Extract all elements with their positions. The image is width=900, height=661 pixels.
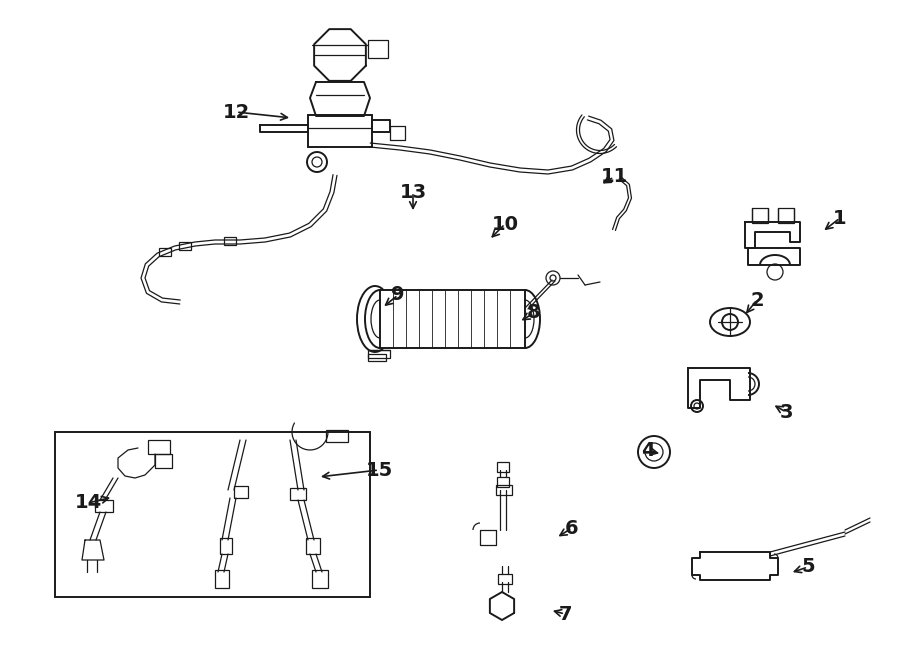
Bar <box>752 208 768 223</box>
Text: 5: 5 <box>801 557 814 576</box>
Bar <box>778 208 794 223</box>
Bar <box>308 115 372 147</box>
Text: 4: 4 <box>641 442 655 461</box>
Text: 13: 13 <box>400 182 427 202</box>
Text: 10: 10 <box>491 215 518 233</box>
Bar <box>368 354 386 361</box>
Bar <box>368 40 388 58</box>
Bar <box>234 486 248 498</box>
Bar <box>326 430 348 442</box>
Text: 6: 6 <box>565 518 579 537</box>
Bar <box>179 242 191 250</box>
Bar <box>380 290 525 348</box>
Text: 12: 12 <box>222 102 249 122</box>
Bar <box>148 440 170 454</box>
Text: 9: 9 <box>392 286 405 305</box>
Bar <box>159 248 171 256</box>
Bar <box>55 432 370 597</box>
Bar <box>312 570 328 588</box>
Text: 3: 3 <box>779 403 793 422</box>
Bar <box>220 538 232 554</box>
Text: 7: 7 <box>558 605 572 623</box>
Bar <box>368 350 390 358</box>
Text: 11: 11 <box>600 167 627 186</box>
Bar <box>306 538 320 554</box>
Bar <box>224 237 236 245</box>
Text: 15: 15 <box>365 461 392 479</box>
Bar <box>95 500 113 512</box>
Text: 2: 2 <box>751 290 764 309</box>
Text: 8: 8 <box>527 303 541 323</box>
Bar <box>496 485 512 495</box>
Bar <box>290 488 306 500</box>
Text: 1: 1 <box>833 208 847 227</box>
Bar <box>215 570 229 588</box>
Bar <box>497 462 509 472</box>
Bar <box>498 574 512 584</box>
Bar <box>497 477 509 487</box>
Text: 14: 14 <box>75 494 102 512</box>
